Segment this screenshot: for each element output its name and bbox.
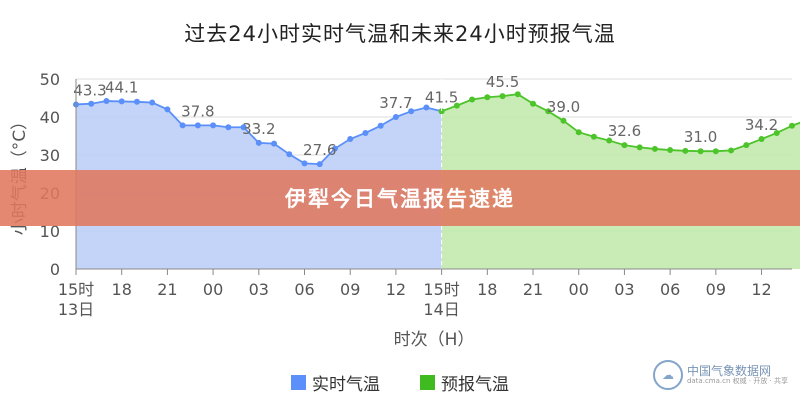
x-tick-label: 09	[706, 280, 726, 299]
data-point	[423, 104, 430, 111]
legend-swatch-forecast	[420, 375, 435, 390]
x-tick-label: 03	[249, 280, 269, 299]
data-point	[194, 122, 201, 129]
data-label: 43.3	[73, 81, 106, 99]
y-tick-label: 50	[40, 70, 60, 89]
data-point	[697, 148, 704, 155]
x-tick-label: 06	[294, 280, 314, 299]
chart-title: 过去24小时实时气温和未来24小时预报气温	[184, 22, 616, 46]
data-point	[408, 108, 415, 115]
data-label: 32.6	[608, 122, 641, 140]
data-label: 34.2	[745, 116, 778, 134]
x-tick-label: 06	[660, 280, 680, 299]
data-point	[347, 136, 354, 143]
data-point	[286, 151, 293, 158]
x-tick-label: 12	[751, 280, 771, 299]
y-tick-label: 40	[40, 108, 60, 127]
data-point	[575, 129, 582, 136]
legend-swatch-observed	[291, 375, 306, 390]
watermark-sub: data.cma.cn 权威 · 开放 · 共享	[686, 376, 788, 385]
y-tick-label: 30	[40, 146, 60, 165]
data-point	[133, 98, 140, 105]
data-point	[118, 98, 125, 105]
data-point	[743, 142, 750, 149]
data-point	[301, 160, 308, 167]
data-point	[469, 96, 476, 103]
data-point	[362, 129, 369, 136]
data-point	[377, 122, 384, 129]
data-point	[712, 148, 719, 155]
data-point	[225, 124, 232, 131]
cma-logo-icon: ☁	[652, 360, 683, 390]
legend-label-observed: 实时气温	[312, 375, 380, 395]
x-tick-label: 21	[157, 280, 177, 299]
headline-banner: 伊犁今日气温报告速递	[0, 170, 800, 226]
data-point	[514, 91, 521, 98]
x-tick-label: 18	[477, 280, 497, 299]
legend-label-forecast: 预报气温	[441, 375, 509, 395]
data-point	[606, 137, 613, 144]
data-point	[331, 145, 338, 152]
x-tick-label: 00	[203, 280, 223, 299]
data-point	[88, 100, 95, 107]
legend-item-forecast[interactable]: 预报气温	[420, 370, 509, 395]
x-tick-label: 18	[112, 280, 132, 299]
x-tick-label: 03	[614, 280, 634, 299]
data-point	[179, 122, 186, 129]
data-label: 27.6	[303, 141, 336, 159]
data-point	[667, 147, 674, 154]
data-point	[316, 161, 323, 168]
data-point	[560, 117, 567, 124]
data-point	[271, 140, 278, 147]
data-point	[499, 93, 506, 100]
data-point	[103, 98, 110, 105]
chart-legend: 实时气温 预报气温	[0, 370, 800, 395]
data-point	[590, 133, 597, 140]
watermark-name: 中国气象数据网	[686, 364, 771, 379]
x-tick-sublabel: 14日	[423, 300, 459, 319]
x-tick-label: 00	[569, 280, 589, 299]
data-label: 39.0	[547, 98, 580, 116]
x-tick-sublabel: 13日	[58, 300, 94, 319]
data-point	[240, 124, 247, 131]
headline-text: 伊犁今日气温报告速递	[285, 187, 515, 211]
data-label: 44.1	[105, 78, 138, 96]
data-point	[651, 145, 658, 152]
y-tick-label: 0	[50, 260, 60, 279]
data-point	[773, 129, 780, 136]
data-label: 45.5	[486, 73, 519, 91]
data-point	[484, 94, 491, 101]
data-label: 33.2	[242, 120, 275, 138]
x-axis-title: 时次（H）	[394, 330, 475, 350]
x-tick-label: 12	[386, 280, 406, 299]
data-point	[789, 122, 795, 129]
data-point	[728, 147, 735, 154]
data-point	[545, 108, 552, 115]
x-tick-label: 09	[340, 280, 360, 299]
data-label: 37.7	[379, 94, 412, 112]
data-point	[453, 102, 460, 109]
data-label: 37.8	[181, 102, 214, 120]
x-tick-label: 21	[523, 280, 543, 299]
data-point	[621, 142, 628, 149]
data-point	[149, 99, 156, 106]
watermark: ☁ 中国气象数据网 data.cma.cn 权威 · 开放 · 共享	[652, 360, 788, 390]
data-point	[758, 136, 765, 143]
data-point	[255, 139, 262, 146]
x-tick-label: 15时	[58, 280, 94, 299]
data-label: 41.5	[425, 88, 458, 106]
data-point	[392, 114, 399, 120]
data-point	[636, 144, 643, 151]
y-tick-label: 10	[40, 222, 60, 241]
data-point	[530, 100, 537, 107]
data-point	[210, 122, 217, 129]
data-point	[164, 106, 171, 113]
legend-item-observed[interactable]: 实时气温	[291, 370, 380, 395]
data-point	[682, 147, 689, 154]
x-tick-label: 15时	[423, 280, 459, 299]
data-label: 31.0	[684, 128, 717, 146]
data-point	[438, 108, 445, 115]
